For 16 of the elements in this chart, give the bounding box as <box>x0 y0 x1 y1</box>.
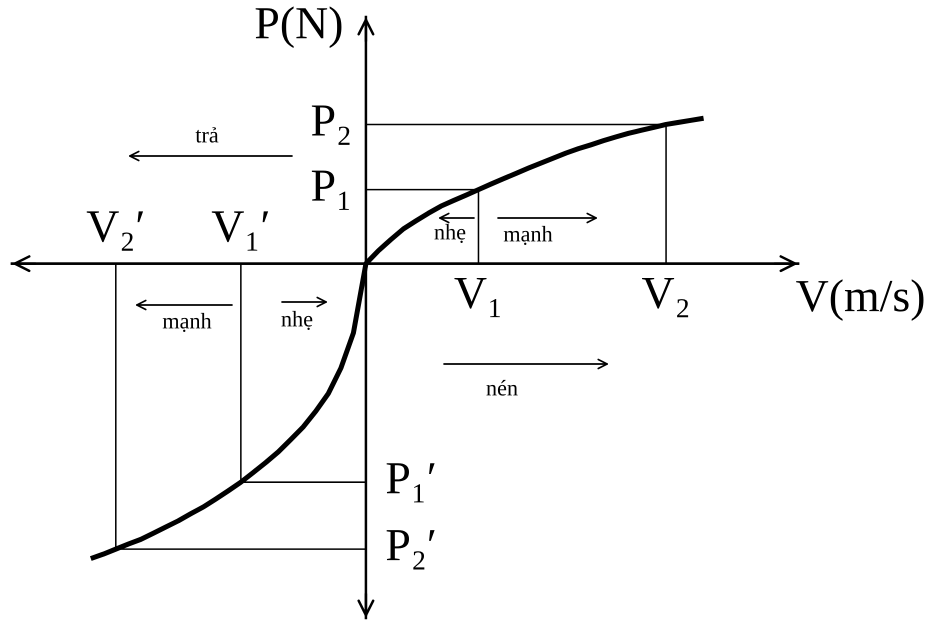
annotation: mạnh <box>162 312 212 332</box>
annotation: mạnh <box>504 226 552 246</box>
annotation: trả <box>196 127 218 143</box>
ref-line-label: P₂ <box>312 105 350 145</box>
ref-line-label: P₁′ <box>386 463 435 502</box>
x-tick-label: V₂ <box>642 278 688 318</box>
annotation: nén <box>486 380 518 396</box>
x-tick-label: V₁′ <box>212 211 268 251</box>
ref-line-label: P₁ <box>312 170 349 210</box>
x-tick-label: V₂′ <box>86 211 144 251</box>
x-tick-label: V₁ <box>454 278 500 318</box>
ref-line-label: P₂′ <box>386 530 435 570</box>
y-axis-title: P(N) <box>256 6 342 48</box>
annotation: nhẹ <box>281 310 312 330</box>
annotation: nhẹ <box>434 224 466 244</box>
x-axis-title: V(m/s) <box>796 279 924 321</box>
